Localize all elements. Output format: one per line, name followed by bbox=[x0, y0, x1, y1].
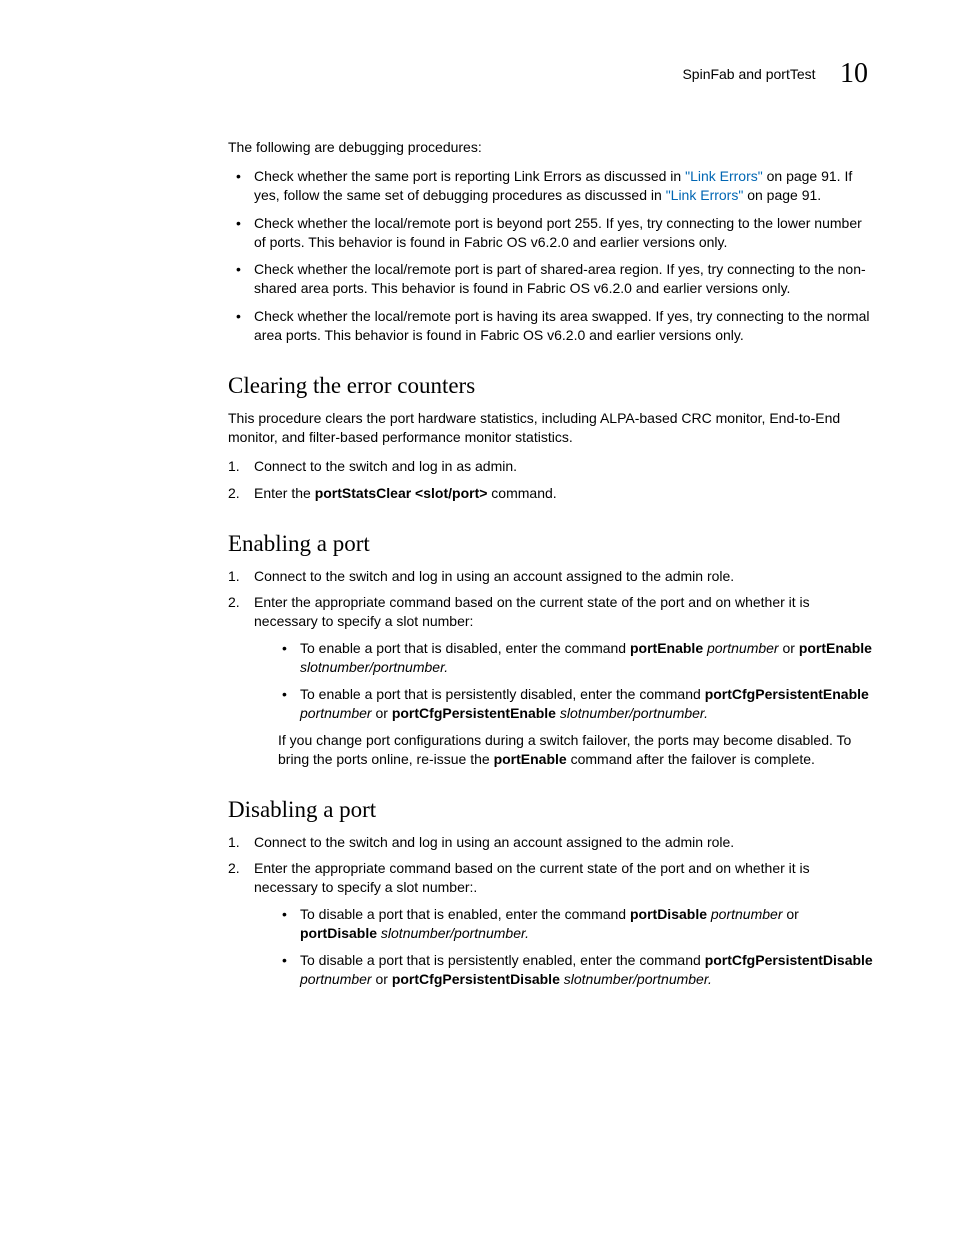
arg-text: slotnumber/portnumber. bbox=[560, 971, 712, 987]
sub-text: or bbox=[779, 640, 799, 656]
step-text: Enter the appropriate command based on t… bbox=[254, 594, 810, 629]
command-text: portCfgPersistentEnable bbox=[392, 705, 556, 721]
document-page: SpinFab and portTest 10 The following ar… bbox=[0, 0, 954, 989]
page-header: SpinFab and portTest 10 bbox=[228, 58, 874, 90]
list-item: Check whether the local/remote port is h… bbox=[228, 307, 874, 345]
list-item: Connect to the switch and log in as admi… bbox=[228, 457, 874, 476]
intro-text: The following are debugging procedures: bbox=[228, 138, 874, 157]
command-text: portStatsClear <slot/port> bbox=[315, 485, 488, 501]
clearing-steps: Connect to the switch and log in as admi… bbox=[228, 457, 874, 503]
list-item: Connect to the switch and log in using a… bbox=[228, 833, 874, 852]
enabling-sub-bullets: To enable a port that is disabled, enter… bbox=[278, 639, 874, 723]
sub-text: To enable a port that is disabled, enter… bbox=[300, 640, 630, 656]
command-text: portDisable bbox=[300, 925, 377, 941]
sub-text: To enable a port that is persistently di… bbox=[300, 686, 705, 702]
arg-text: slotnumber/portnumber. bbox=[556, 705, 708, 721]
list-item: Enter the appropriate command based on t… bbox=[228, 859, 874, 988]
section-heading-disabling: Disabling a port bbox=[228, 797, 874, 823]
sub-text: or bbox=[372, 971, 392, 987]
enabling-steps: Connect to the switch and log in using a… bbox=[228, 567, 874, 769]
step-text: Enter the bbox=[254, 485, 315, 501]
step-text: Enter the appropriate command based on t… bbox=[254, 860, 810, 895]
list-item: Check whether the same port is reporting… bbox=[228, 167, 874, 205]
command-text: portCfgPersistentDisable bbox=[705, 952, 873, 968]
arg-text: slotnumber/portnumber. bbox=[300, 659, 448, 675]
sub-text: or bbox=[782, 906, 798, 922]
link-errors-link[interactable]: "Link Errors" bbox=[685, 168, 763, 184]
section-heading-clearing: Clearing the error counters bbox=[228, 373, 874, 399]
step-text: command. bbox=[487, 485, 556, 501]
section-heading-enabling: Enabling a port bbox=[228, 531, 874, 557]
list-item: To enable a port that is persistently di… bbox=[278, 685, 874, 723]
disabling-sub-bullets: To disable a port that is enabled, enter… bbox=[278, 905, 874, 989]
list-item: To disable a port that is persistently e… bbox=[278, 951, 874, 989]
list-item: To disable a port that is enabled, enter… bbox=[278, 905, 874, 943]
disabling-steps: Connect to the switch and log in using a… bbox=[228, 833, 874, 989]
list-item: Enter the portStatsClear <slot/port> com… bbox=[228, 484, 874, 503]
arg-text: slotnumber/portnumber. bbox=[377, 925, 529, 941]
list-item: Check whether the local/remote port is p… bbox=[228, 260, 874, 298]
bullet-text: on page 91. bbox=[743, 187, 821, 203]
section-body: This procedure clears the port hardware … bbox=[228, 409, 874, 447]
chapter-number: 10 bbox=[840, 58, 868, 90]
sub-text: To disable a port that is persistently e… bbox=[300, 952, 705, 968]
command-text: portCfgPersistentDisable bbox=[392, 971, 560, 987]
arg-text: portnumber bbox=[703, 640, 778, 656]
list-item: Connect to the switch and log in using a… bbox=[228, 567, 874, 586]
list-item: Check whether the local/remote port is b… bbox=[228, 214, 874, 252]
arg-text: portnumber bbox=[300, 705, 372, 721]
link-errors-link[interactable]: "Link Errors" bbox=[666, 187, 744, 203]
command-text: portEnable bbox=[630, 640, 703, 656]
follow-note: If you change port configurations during… bbox=[278, 731, 874, 769]
command-text: portDisable bbox=[630, 906, 707, 922]
sub-text: or bbox=[372, 705, 392, 721]
arg-text: portnumber bbox=[300, 971, 372, 987]
sub-text: To disable a port that is enabled, enter… bbox=[300, 906, 630, 922]
command-text: portCfgPersistentEnable bbox=[705, 686, 869, 702]
command-text: portEnable bbox=[799, 640, 872, 656]
arg-text: portnumber bbox=[707, 906, 782, 922]
debug-bullet-list: Check whether the same port is reporting… bbox=[228, 167, 874, 345]
header-title: SpinFab and portTest bbox=[682, 66, 815, 82]
list-item: Enter the appropriate command based on t… bbox=[228, 593, 874, 768]
list-item: To enable a port that is disabled, enter… bbox=[278, 639, 874, 677]
bullet-text: Check whether the same port is reporting… bbox=[254, 168, 685, 184]
command-text: portEnable bbox=[494, 751, 567, 767]
follow-text: command after the failover is complete. bbox=[567, 751, 815, 767]
